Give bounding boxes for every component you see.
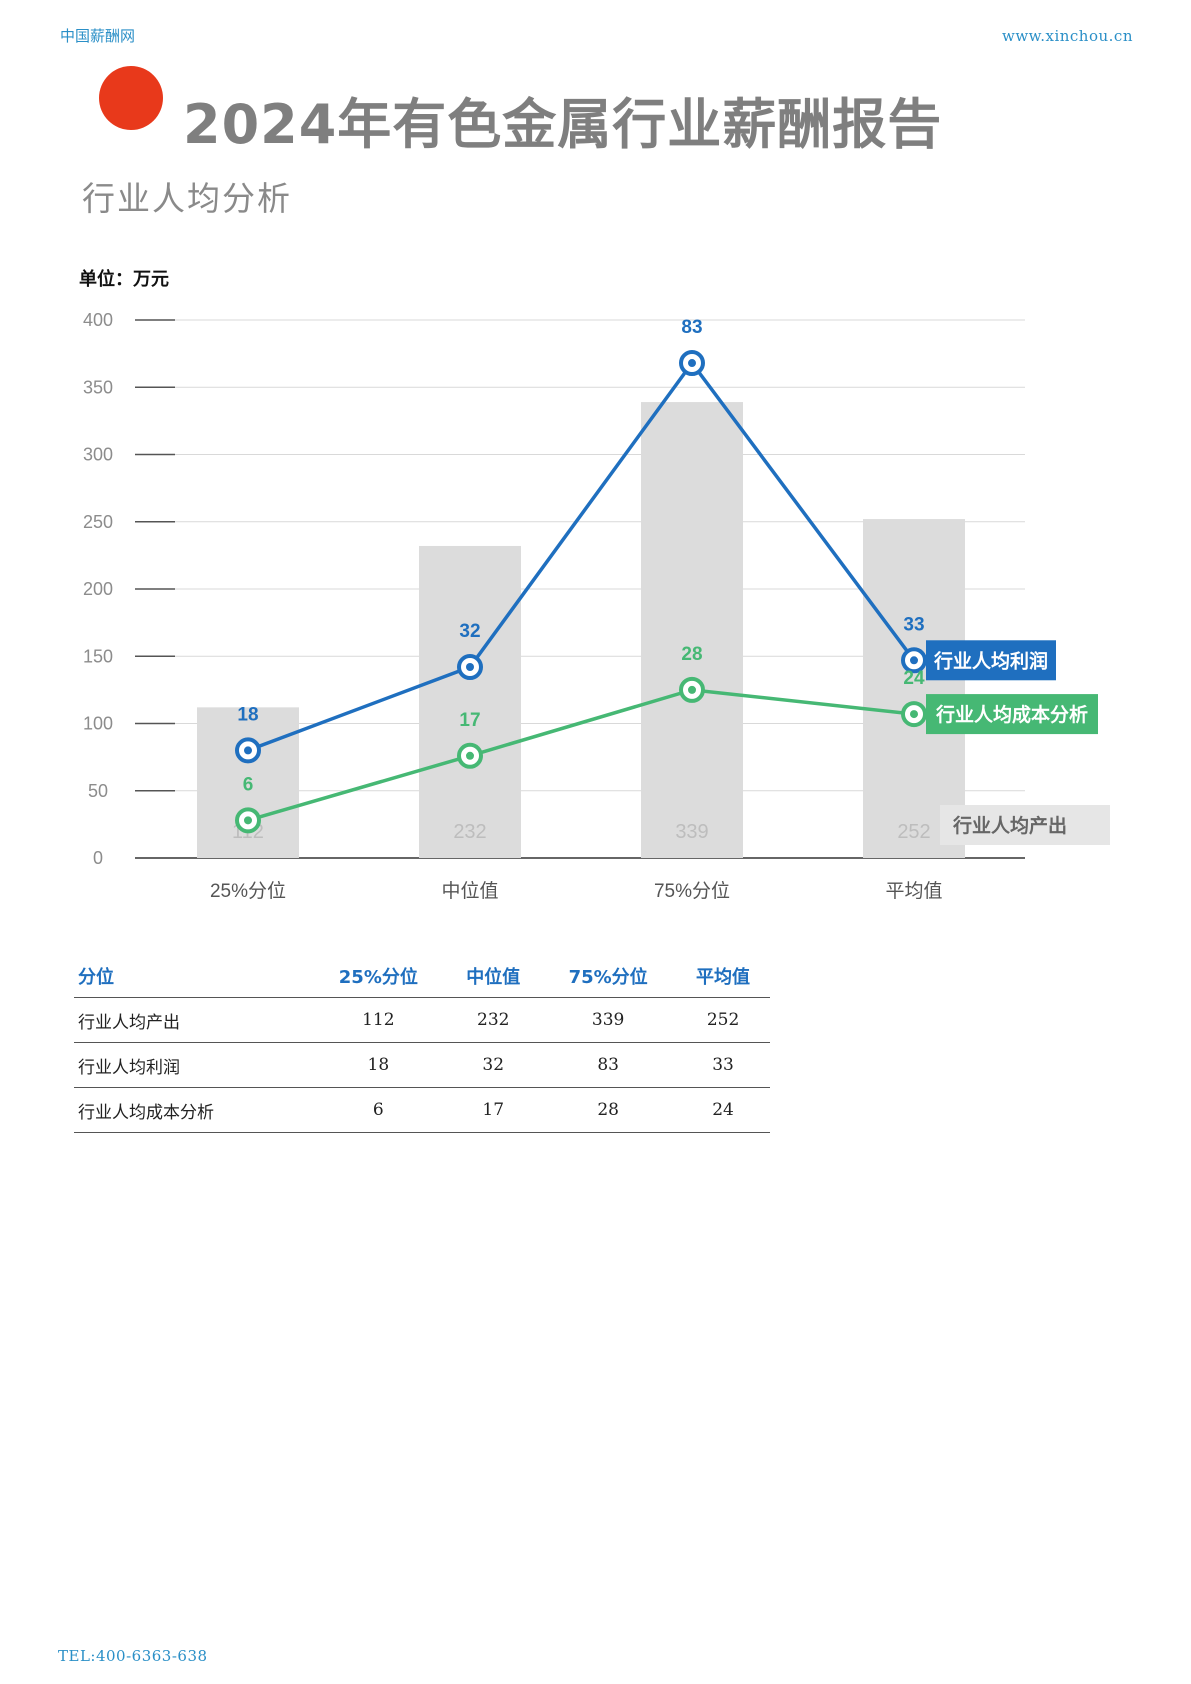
combo-chart: 05010015020025030035040011223233925225%分… — [83, 310, 1110, 900]
y-tick-label: 0 — [93, 848, 103, 868]
table-header-cell: 分位 — [74, 955, 311, 998]
point-value-label: 33 — [903, 614, 924, 635]
legend-tag-bg — [926, 640, 1056, 681]
bar-value-label: 232 — [453, 821, 486, 843]
table-cell: 28 — [540, 1087, 677, 1133]
bar-value-label: 339 — [675, 821, 708, 843]
table-cell: 6 — [310, 1087, 447, 1133]
line-marker-center — [244, 746, 252, 755]
point-value-label: 28 — [681, 644, 702, 665]
table-header-cell: 平均值 — [676, 955, 770, 998]
table-row: 行业人均成本分析 6 17 28 24 — [74, 1087, 770, 1133]
table-row: 行业人均利润 18 32 83 33 — [74, 1042, 770, 1088]
table-cell: 24 — [676, 1087, 770, 1133]
y-tick-label: 350 — [83, 377, 113, 397]
y-tick-label: 50 — [88, 781, 108, 801]
point-value-label: 18 — [237, 704, 258, 725]
bar — [641, 402, 743, 858]
series-line — [247, 360, 916, 753]
table-cell: 17 — [446, 1087, 541, 1133]
legend-tag-label: 行业人均成本分析 — [935, 703, 1088, 726]
table-header-cell: 25%分位 — [310, 955, 447, 998]
series-line — [247, 688, 915, 823]
bar — [863, 519, 965, 858]
line-marker-center — [910, 656, 918, 665]
line-marker-center — [466, 663, 474, 672]
site-name: 中国薪酬网 — [60, 27, 136, 45]
unit-label: 单位：万元 — [79, 269, 169, 290]
x-tick-label: 平均值 — [885, 880, 942, 900]
legend-output-label: 行业人均产出 — [952, 814, 1067, 837]
accent-dot — [99, 66, 163, 130]
line-marker-center — [910, 710, 918, 719]
table-cell: 32 — [446, 1042, 541, 1088]
legend-tag-bg — [926, 694, 1098, 735]
point-value-label: 32 — [459, 621, 480, 642]
y-tick-label: 400 — [83, 310, 113, 330]
table-cell: 33 — [676, 1042, 770, 1088]
y-tick-label: 300 — [83, 445, 113, 465]
data-table: 分位 25%分位 中位值 75%分位 平均值 行业人均产出 112 232 33… — [74, 955, 770, 1133]
table-cell: 252 — [676, 997, 770, 1043]
x-tick-label: 中位值 — [441, 880, 498, 900]
point-value-label: 6 — [243, 774, 254, 795]
legend-tag-label: 行业人均利润 — [933, 649, 1048, 672]
point-value-label: 24 — [903, 668, 925, 689]
line-marker-center — [688, 359, 696, 368]
x-tick-label: 75%分位 — [654, 880, 730, 900]
table-cell: 339 — [540, 997, 677, 1043]
table-header-cell: 中位值 — [446, 955, 541, 998]
table-cell: 行业人均利润 — [74, 1042, 311, 1088]
footer-phone: TEL:400-6363-638 — [58, 1647, 208, 1665]
table-cell: 83 — [540, 1042, 677, 1088]
y-tick-label: 150 — [83, 646, 113, 666]
site-url[interactable]: www.xinchou.cn — [1001, 27, 1133, 45]
table-header-cell: 75%分位 — [540, 955, 677, 998]
bar — [419, 545, 521, 858]
table-row: 行业人均产出 112 232 339 252 — [74, 997, 770, 1043]
bar-value-label: 252 — [897, 821, 930, 843]
table-cell: 18 — [310, 1042, 447, 1088]
point-value-label: 17 — [459, 710, 480, 731]
table-cell: 行业人均产出 — [74, 997, 311, 1043]
section-subtitle: 行业人均分析 — [82, 179, 292, 218]
point-value-label: 83 — [681, 317, 702, 338]
line-marker-center — [244, 816, 252, 825]
line-marker-center — [466, 751, 474, 760]
table-cell: 行业人均成本分析 — [74, 1087, 311, 1133]
table-cell: 232 — [446, 997, 541, 1043]
table-cell: 112 — [310, 997, 447, 1043]
y-tick-label: 250 — [83, 512, 113, 532]
x-tick-label: 25%分位 — [210, 880, 286, 900]
y-tick-label: 100 — [83, 714, 113, 734]
report-title: 2024年有色金属行业薪酬报告 — [183, 93, 943, 156]
line-marker-center — [688, 685, 696, 694]
table-header-row: 分位 25%分位 中位值 75%分位 平均值 — [74, 955, 770, 998]
legend-output-bg — [940, 805, 1110, 845]
y-tick-label: 200 — [83, 579, 113, 599]
